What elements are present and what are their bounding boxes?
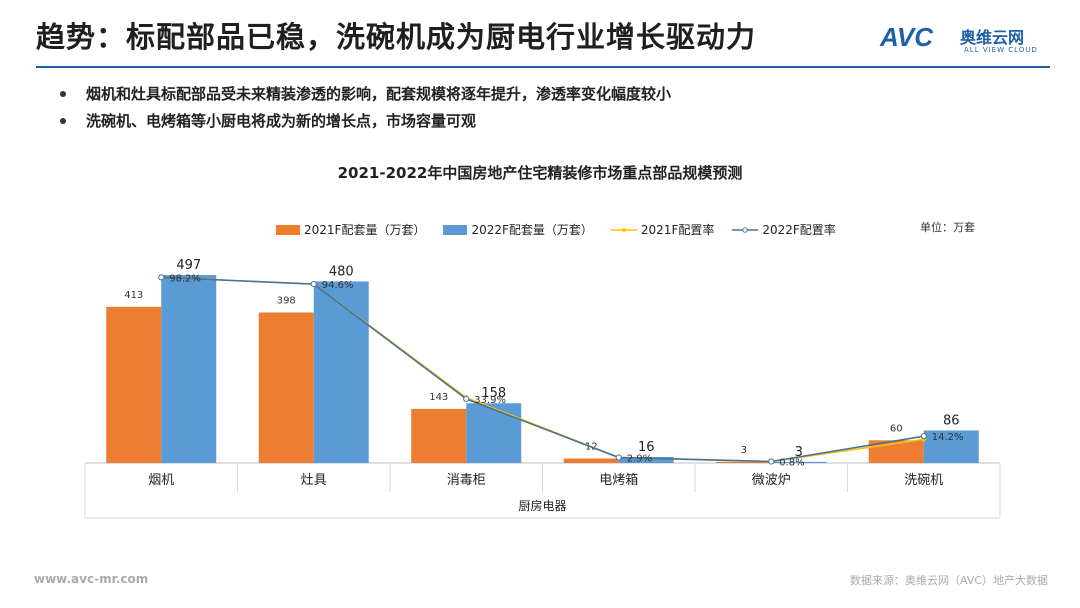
- x-tick-label: 微波炉: [752, 473, 791, 488]
- legend-swatch-2022-bar: [443, 224, 468, 235]
- rate-2022-point: [463, 395, 470, 402]
- rate-2022-point: [310, 281, 317, 288]
- data-label-2022: 497: [176, 258, 201, 273]
- page-title: 趋势：标配部品已稳，洗碗机成为厨电行业增长驱动力: [36, 20, 757, 54]
- bar-2021: [716, 461, 772, 463]
- legend-line-2022-rate: [732, 226, 759, 233]
- bullet-list: 烟机和灶具标配部品受未来精装渗透的影响，配套规模将逐年提升，渗透率变化幅度较小 …: [60, 80, 671, 134]
- bar-2021: [106, 306, 162, 463]
- x-tick-label: 消毒柜: [447, 473, 486, 488]
- bar-2021: [563, 458, 619, 463]
- legend-item: 2021F配套量（万套）: [276, 221, 425, 238]
- legend-label: 2022F配套量（万套）: [471, 223, 593, 237]
- bar-2022: [923, 430, 979, 463]
- x-tick-label: 洗碗机: [904, 472, 943, 488]
- data-label-2021: 60: [890, 423, 903, 434]
- x-tick-label: 电烤箱: [599, 472, 638, 488]
- data-label-2022: 3: [795, 445, 803, 460]
- bar-2022: [618, 456, 674, 463]
- legend-line-2021-rate: [610, 227, 637, 232]
- x-tick-label: 烟机: [148, 473, 174, 488]
- bar-2022: [313, 281, 369, 463]
- legend-item: 2021F配置率: [610, 221, 715, 238]
- x-axis-title: 厨房电器: [518, 498, 566, 513]
- bar-2021: [258, 312, 314, 463]
- bullet-text: 洗碗机、电烤箱等小厨电将成为新的增长点，市场容量可观: [86, 112, 477, 130]
- bullet-item: 烟机和灶具标配部品受未来精装渗透的影响，配套规模将逐年提升，渗透率变化幅度较小: [60, 80, 671, 107]
- data-label-2022: 16: [638, 440, 655, 455]
- bar-2022: [466, 403, 522, 463]
- rate-data-label: 2.9%: [627, 454, 652, 465]
- rate-data-label: 98.2%: [169, 273, 201, 284]
- footer-source: 数据来源：奥维云网（AVC）地产大数据: [849, 574, 1048, 587]
- chart-legend: 2021F配套量（万套） 2022F配套量（万套） 2021F配置率 2022F…: [276, 221, 854, 238]
- legend-item: 2022F配套量（万套）: [443, 221, 593, 238]
- bar-2022: [771, 461, 827, 463]
- bullet-text: 烟机和灶具标配部品受未来精装渗透的影响，配套规模将逐年提升，渗透率变化幅度较小: [86, 85, 672, 103]
- chart-unit-label: 单位：万套: [920, 221, 975, 234]
- data-label-2022: 86: [943, 413, 960, 428]
- rate-data-label: 94.6%: [322, 280, 354, 291]
- data-label-2022: 158: [481, 386, 506, 401]
- data-label-2022: 480: [329, 264, 354, 279]
- bar-2021: [411, 408, 467, 463]
- bar-2022: [161, 275, 217, 463]
- logo-cn: 奥维云网: [960, 28, 1025, 47]
- rate-2022-line: [161, 276, 924, 463]
- legend-label: 2021F配套量（万套）: [304, 223, 426, 237]
- header-rule: [36, 66, 1050, 68]
- data-label-2021: 413: [124, 290, 143, 301]
- bullet-dot-icon: [60, 117, 66, 124]
- legend-swatch-2021-bar: [276, 224, 300, 235]
- data-label-2021: 398: [277, 295, 296, 306]
- avc-logo: AVC 奥维云网 ALL VIEW CLOUD: [878, 22, 1050, 62]
- bullet-item: 洗碗机、电烤箱等小厨电将成为新的增长点，市场容量可观: [60, 107, 671, 134]
- data-label-2021: 3: [741, 445, 747, 456]
- logo-text: AVC: [880, 22, 933, 52]
- logo-en: ALL VIEW CLOUD: [964, 46, 1038, 54]
- legend-item: 2022F配置率: [732, 221, 836, 238]
- legend-label: 2021F配置率: [640, 223, 715, 237]
- legend-label: 2022F配置率: [762, 223, 836, 237]
- rate-2022-point: [158, 274, 165, 281]
- rate-2022-point: [768, 458, 775, 465]
- footer-website[interactable]: www.avc-mr.com: [34, 572, 149, 586]
- x-tick-label: 灶具: [301, 473, 327, 488]
- data-label-2021: 143: [429, 392, 448, 403]
- rate-2022-point: [920, 433, 927, 440]
- rate-data-label: 14.2%: [932, 432, 964, 443]
- chart-title: 2021-2022年中国房地产住宅精装修市场重点部品规模预测: [337, 164, 743, 182]
- rate-data-label: 33.9%: [474, 395, 506, 406]
- rate-2022-point: [615, 454, 622, 461]
- bullet-dot-icon: [60, 90, 66, 97]
- rate-data-label: 0.8%: [779, 457, 804, 468]
